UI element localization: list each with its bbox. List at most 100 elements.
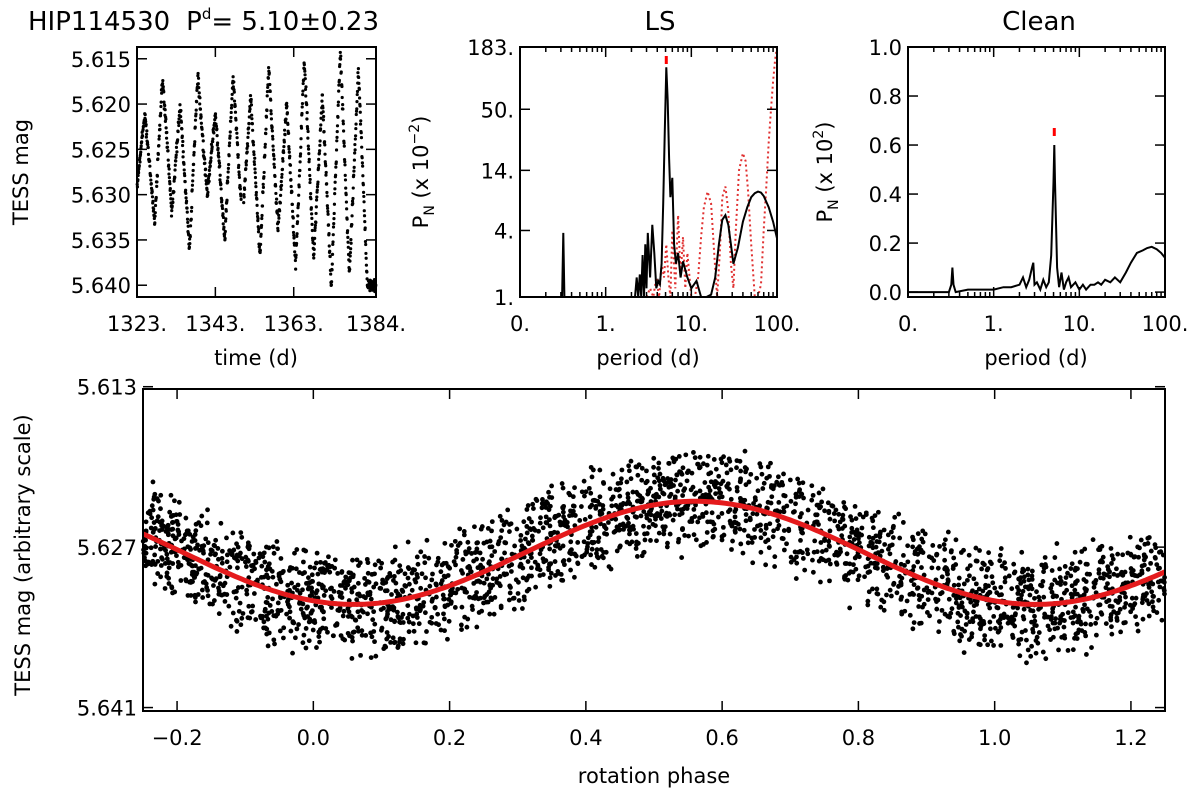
phased-point — [606, 520, 611, 525]
lightcurve-point — [149, 181, 153, 186]
phased-point — [1068, 573, 1074, 579]
phased-point — [467, 565, 473, 571]
phased-point — [294, 547, 300, 552]
phased-point — [641, 549, 647, 555]
lightcurve-point — [159, 111, 163, 115]
lightcurve-point — [354, 112, 358, 117]
lightcurve-point — [294, 241, 299, 246]
phased-point — [389, 592, 394, 597]
lightcurve-point — [357, 96, 362, 100]
lightcurve-point — [227, 162, 231, 167]
phased-point — [925, 590, 931, 595]
phased-point — [1115, 551, 1121, 557]
lightcurve-point — [337, 78, 341, 82]
phased-point — [619, 467, 625, 473]
phased-point — [1079, 549, 1085, 554]
phased-point — [800, 480, 806, 486]
phased-point — [593, 503, 599, 509]
phased-point — [357, 614, 362, 620]
phased-point — [481, 540, 487, 546]
lightcurve-point — [346, 245, 350, 249]
lightcurve-xtick-label: 1343. — [185, 312, 245, 336]
lightcurve-point — [341, 122, 345, 126]
phased-point — [1052, 593, 1057, 599]
lightcurve-point — [228, 130, 232, 134]
lightcurve-point — [358, 110, 362, 114]
phased-point — [261, 619, 267, 625]
phased-point — [1150, 581, 1156, 587]
lightcurve-point — [305, 103, 309, 107]
lightcurve-point — [326, 223, 331, 227]
phased-point — [520, 575, 526, 581]
ls-title: LS — [645, 7, 676, 37]
phased-point — [907, 591, 913, 597]
phased-point — [497, 513, 503, 519]
phased-point — [442, 540, 448, 546]
phased-point — [440, 592, 446, 598]
lightcurve-xlabel: time (d) — [214, 346, 298, 370]
lightcurve-point — [150, 190, 154, 194]
lightcurve-point — [325, 182, 329, 186]
phased-point — [371, 609, 377, 615]
phased-point — [235, 565, 240, 571]
phased-point — [985, 642, 991, 648]
phased-point — [1070, 609, 1076, 615]
phased-point — [199, 513, 205, 519]
phased-point — [238, 530, 244, 536]
lightcurve-point — [254, 190, 258, 195]
lightcurve-point — [204, 174, 208, 178]
lightcurve-point — [323, 152, 327, 156]
phased-point — [623, 501, 629, 507]
phased-point — [985, 602, 991, 608]
lightcurve-point — [164, 126, 168, 130]
phased-point — [368, 596, 374, 602]
lightcurve-point — [184, 188, 188, 192]
lightcurve-point — [268, 89, 272, 94]
phased-point — [539, 501, 545, 506]
phased-point — [336, 589, 342, 595]
phased-point — [771, 483, 777, 489]
lightcurve-point — [300, 101, 305, 106]
lightcurve-point — [156, 152, 160, 156]
phased-point — [747, 517, 753, 523]
phased-point — [234, 618, 240, 624]
phased-point — [402, 583, 408, 588]
lightcurve-point — [270, 125, 274, 129]
phased-point — [881, 599, 887, 605]
clean-frame — [907, 46, 1166, 298]
phased-point — [543, 520, 549, 525]
lightcurve-point — [349, 241, 353, 245]
lightcurve-point — [184, 191, 188, 196]
phased-point — [617, 493, 623, 499]
lightcurve-point — [256, 216, 260, 221]
phased-point — [316, 581, 322, 587]
lightcurve-point — [280, 167, 285, 171]
phased-point — [1026, 586, 1032, 592]
lightcurve-point — [177, 123, 181, 128]
lightcurve-point — [266, 85, 270, 90]
phased-point — [914, 585, 920, 591]
lightcurve-frame — [136, 46, 377, 298]
phased-point — [885, 574, 891, 580]
phased-point — [628, 476, 634, 482]
phased-point — [1060, 611, 1065, 617]
phased-point — [1050, 634, 1056, 640]
phased-point — [277, 628, 283, 634]
phased-point — [961, 581, 967, 587]
lightcurve-point — [355, 92, 359, 97]
phased-point — [1017, 577, 1023, 583]
phased-point — [1097, 602, 1103, 608]
phased-point — [865, 570, 871, 575]
phased-point — [921, 601, 927, 607]
phased-point — [810, 557, 815, 563]
phased-point — [842, 523, 848, 529]
lightcurve-point — [185, 210, 189, 214]
phased-point — [230, 530, 236, 536]
lightcurve-ytick-label: 5.635 — [71, 229, 131, 253]
lightcurve-point — [337, 89, 341, 93]
phased-point — [758, 464, 764, 470]
phased-point — [1020, 566, 1026, 572]
phased-point — [405, 575, 411, 581]
phased-point — [788, 554, 794, 560]
phased-point — [524, 507, 530, 512]
